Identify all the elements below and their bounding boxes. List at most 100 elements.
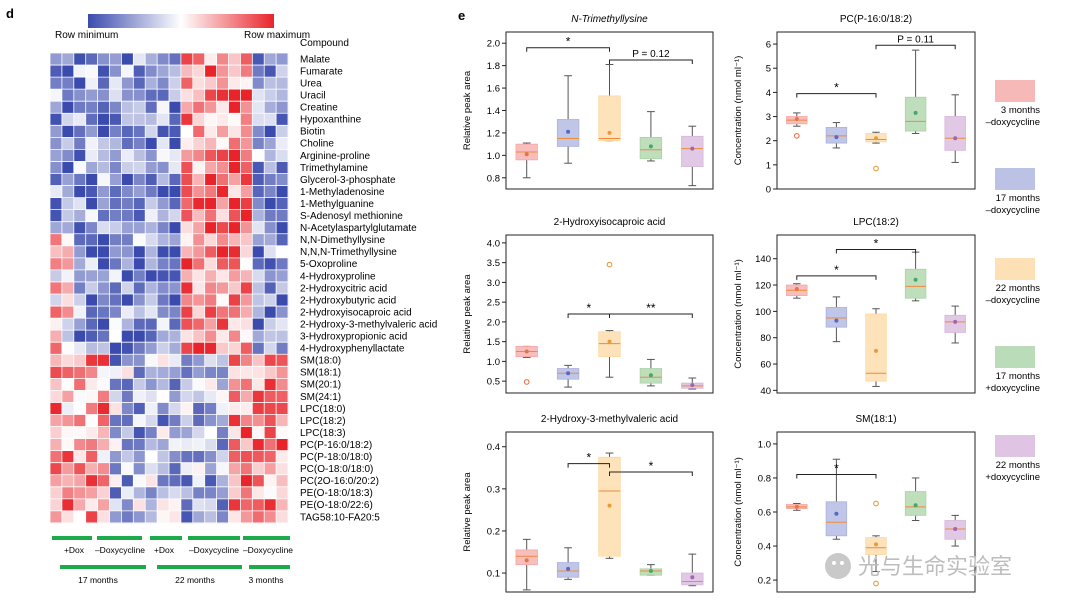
- mean-point: [648, 568, 653, 573]
- heatmap-cell: [73, 65, 87, 78]
- heatmap-cell: [61, 306, 75, 319]
- heatmap-cell: [192, 281, 206, 295]
- heatmap-cell: [50, 233, 63, 247]
- heatmap-cell: [169, 306, 182, 319]
- heatmap-cell: [204, 77, 217, 90]
- heatmap-cell: [276, 318, 289, 331]
- heatmap-cell: [169, 245, 182, 259]
- heatmap-cell: [228, 342, 241, 355]
- heatmap-cell: [276, 510, 289, 524]
- heatmap-cell: [61, 269, 75, 283]
- heatmap-cell: [192, 197, 206, 211]
- heatmap-cell: [133, 101, 146, 114]
- heatmap-cell: [61, 197, 75, 211]
- heatmap-cell: [216, 113, 229, 126]
- heatmap-cell: [133, 221, 146, 235]
- heatmap-cell: [252, 510, 265, 524]
- heatmap-cell: [216, 101, 229, 114]
- y-tick-label: 1: [766, 160, 771, 171]
- heatmap-cell: [133, 510, 146, 524]
- heatmap-cell: [73, 354, 87, 367]
- heatmap-cell: [145, 65, 158, 78]
- heatmap-cell: [97, 474, 110, 488]
- heatmap-cell: [252, 426, 265, 439]
- heatmap-cell: [85, 257, 98, 271]
- heatmap-cell: [97, 462, 110, 476]
- heatmap-cell: [264, 269, 277, 283]
- heatmap-cell: [61, 209, 75, 223]
- heatmap-cell: [264, 294, 277, 307]
- heatmap-cell: [145, 318, 158, 331]
- heatmap-cell: [73, 390, 87, 403]
- heatmap-cell: [61, 294, 75, 307]
- heatmap-cell: [97, 450, 110, 464]
- heatmap-cell: [276, 149, 289, 162]
- colorbar-max-label: Row maximum: [244, 30, 310, 41]
- heatmap-cell: [228, 306, 241, 319]
- heatmap-cell: [180, 185, 194, 198]
- mean-point: [690, 146, 695, 151]
- heatmap-cell: [121, 161, 134, 174]
- heatmap-cell: [169, 209, 182, 223]
- heatmap-cell: [50, 414, 63, 427]
- heatmap-cell: [121, 125, 134, 138]
- heatmap-cell: [97, 354, 110, 367]
- heatmap-cell: [85, 53, 98, 66]
- significance-bracket: [609, 59, 693, 65]
- heatmap-cell: [204, 450, 217, 464]
- y-tick-label: 3.0: [487, 278, 500, 289]
- heatmap-cell: [85, 161, 98, 174]
- heatmap-cell: [204, 149, 217, 162]
- heatmap-cell: [204, 113, 217, 126]
- mean-point: [834, 318, 839, 323]
- heatmap-cell: [192, 474, 206, 488]
- heatmap-cell: [228, 209, 241, 223]
- heatmap-cell: [50, 197, 63, 211]
- legend-swatch: [995, 258, 1035, 280]
- heatmap-cell: [276, 89, 289, 102]
- heatmap-cell: [97, 53, 110, 66]
- heatmap-cell: [85, 462, 98, 476]
- heatmap-cell: [97, 209, 110, 223]
- heatmap-cell: [61, 462, 75, 476]
- heatmap-cell: [228, 294, 241, 307]
- heatmap-cell: [192, 257, 206, 271]
- colorbar: [88, 14, 274, 28]
- significance-bracket: [796, 93, 877, 98]
- heatmap-cell: [180, 245, 194, 259]
- group-annotation-bars: +Dox –Doxycycline +Dox –Doxycycline –Doxycyc…: [52, 536, 293, 585]
- heatmap-cell: [145, 197, 158, 211]
- heatmap-cell: [121, 498, 134, 512]
- heatmap-cell: [73, 125, 87, 138]
- heatmap-cell: [85, 269, 98, 283]
- heatmap-cell: [109, 498, 122, 512]
- heatmap-cell: [169, 101, 182, 114]
- compound-label: SM(24:1): [300, 392, 341, 403]
- heatmap-cell: [157, 77, 170, 90]
- heatmap-cell: [85, 197, 98, 211]
- y-tick-label: 0.1: [487, 569, 500, 580]
- y-tick-label: 6: [766, 40, 771, 51]
- heatmap-cell: [50, 378, 63, 391]
- heatmap-cell: [121, 402, 134, 415]
- heatmap-cell: [276, 173, 289, 186]
- heatmap-cell: [121, 294, 134, 307]
- heatmap-cell: [121, 342, 134, 355]
- heatmap-cell: [61, 414, 75, 427]
- heatmap-cell: [109, 125, 122, 138]
- group-label: +Dox: [64, 545, 85, 555]
- heatmap-cell: [228, 185, 241, 198]
- heatmap-cell: [180, 53, 194, 66]
- heatmap-cell: [50, 342, 63, 355]
- heatmap-cell: [97, 113, 110, 126]
- heatmap-cell: [61, 318, 75, 331]
- heatmap-cell: [192, 89, 206, 102]
- heatmap-cell: [180, 221, 194, 235]
- boxplot-panel: e N-Trimethyllysine Relative peak area 0.8…: [458, 8, 1040, 593]
- colorbar-min-label: Row minimum: [55, 30, 118, 41]
- heatmap-cell: [276, 233, 289, 247]
- heatmap-cell: [204, 245, 217, 259]
- mean-point: [913, 277, 918, 282]
- heatmap-cell: [240, 402, 253, 415]
